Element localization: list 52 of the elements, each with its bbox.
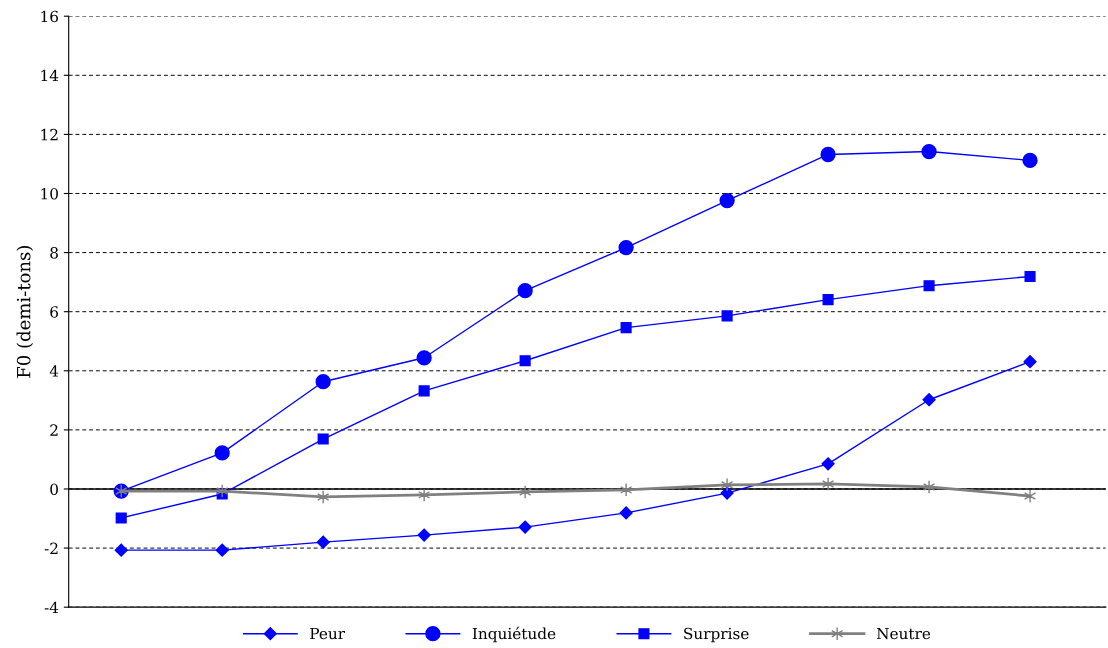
point <box>519 484 532 499</box>
point <box>922 393 936 407</box>
point <box>923 280 935 292</box>
point <box>416 350 432 366</box>
y-axis-title: F0 (demi-tons) <box>16 246 34 378</box>
point <box>1022 152 1038 169</box>
point <box>620 482 633 497</box>
point <box>418 385 430 397</box>
legend-label: Surprise <box>684 627 749 643</box>
point <box>820 146 836 163</box>
y-tick-label: 6 <box>50 306 59 318</box>
point <box>317 433 329 445</box>
y-tick-label: 2 <box>50 424 58 436</box>
y-tick-label: -4 <box>44 601 59 613</box>
y-tick-label: 16 <box>41 10 59 23</box>
point <box>418 487 431 502</box>
point <box>921 143 937 160</box>
point <box>214 445 230 461</box>
point <box>114 543 128 557</box>
y-tick-label: 12 <box>41 128 58 141</box>
point <box>316 535 330 549</box>
point <box>215 543 229 557</box>
point <box>1024 270 1036 283</box>
point <box>317 490 330 504</box>
point <box>417 528 431 542</box>
point <box>618 239 634 256</box>
point <box>517 283 533 299</box>
point <box>922 479 936 494</box>
y-tick-label: 0 <box>50 483 58 495</box>
point <box>1023 489 1037 504</box>
point <box>720 477 734 492</box>
point <box>315 374 331 390</box>
point <box>821 457 835 471</box>
point <box>115 512 127 524</box>
point <box>821 477 835 491</box>
point <box>719 192 735 209</box>
point <box>519 355 531 367</box>
point <box>1023 355 1037 369</box>
point <box>216 484 229 498</box>
y-tick-label: 4 <box>49 365 59 377</box>
legend-label: Peur <box>310 627 346 640</box>
y-tick-label: 8 <box>50 247 58 259</box>
y-tick-label: 14 <box>41 69 59 82</box>
point <box>721 310 733 322</box>
legend-label: Inquiétude <box>472 626 556 643</box>
point <box>822 294 834 306</box>
point <box>620 322 632 334</box>
y-tick-label: -2 <box>44 542 58 554</box>
legend-label: Neutre <box>876 627 931 640</box>
y-tick-label: 10 <box>41 187 58 200</box>
point <box>518 520 532 534</box>
point <box>619 506 633 520</box>
